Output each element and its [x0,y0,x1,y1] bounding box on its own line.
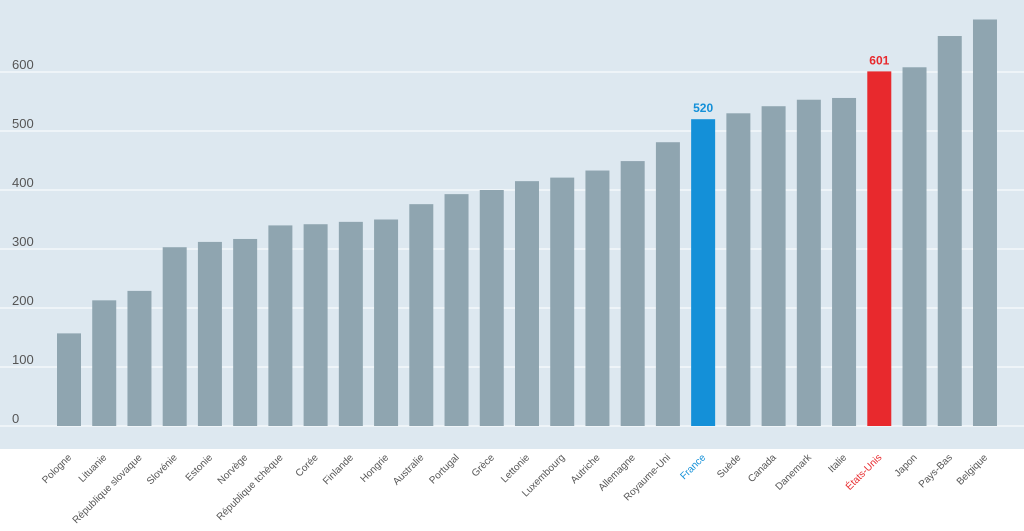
bar-finlande [338,221,363,426]
x-tick-label: Hongrie [359,452,392,485]
y-axis-ticks: 0 100 200 300 400 500 600 [12,57,34,426]
x-tick-label: Portugal [428,452,462,486]
x-tick-label: Australie [391,452,427,488]
bar-belgique [972,19,997,427]
y-tick-label: 600 [12,57,34,72]
y-tick-label: 500 [12,116,34,131]
bar-lituanie [92,300,117,426]
x-tick-label: France [678,452,708,482]
x-tick-label: États-Unis [843,451,885,493]
y-tick-label: 0 [12,411,19,426]
bar-grece [479,190,504,426]
x-tick-label: Lituanie [77,452,110,485]
bar-royaume-uni [655,142,680,426]
x-tick-label: Corée [294,452,321,479]
x-tick-label: Autriche [569,452,603,486]
bar-slovenie [162,247,187,426]
bars [57,19,997,427]
bar-republique-tcheque [268,225,293,426]
bar-allemagne [620,161,645,426]
bar-portugal [444,194,469,426]
bar-canada [761,106,786,426]
value-labels: 520 601 [693,53,889,115]
x-tick-label: Japon [893,452,920,479]
bar-danemark [796,99,821,426]
x-tick-label: Pays-Bas [917,452,955,490]
bar-coree [303,224,328,426]
x-tick-label: Grèce [470,452,497,479]
bar-luxembourg [550,177,575,426]
bar-autriche [585,170,610,426]
bar-republique-slovaque [127,290,152,426]
x-tick-label: Suède [715,452,744,481]
data-label: 520 [693,101,713,115]
x-tick-label: Norvège [216,452,251,487]
y-tick-label: 300 [12,234,34,249]
y-tick-label: 200 [12,293,34,308]
x-tick-label: Estonie [184,452,216,484]
bar-pologne [57,333,81,426]
x-tick-label: Pologne [40,452,74,486]
bar-japon [902,67,927,426]
bar-norvege [233,238,258,426]
bar-australie [409,204,434,426]
x-tick-label: Danemark [774,452,815,493]
x-tick-label: République slovaque [71,452,145,526]
y-tick-label: 100 [12,352,34,367]
bar-pays-bas [937,36,962,426]
x-tick-label: Slovénie [145,452,180,487]
x-tick-label: République tchèque [215,452,286,523]
bar-estonie [197,241,222,426]
bar-italie [832,97,857,427]
bar-hongrie [374,219,399,426]
bar-france [691,119,716,426]
bar-etats-unis [867,71,892,426]
bar-lettonie [514,181,539,426]
bar-suede [726,113,751,427]
x-tick-label: Finlande [321,452,356,487]
y-tick-label: 400 [12,175,34,190]
x-tick-label: Belgique [955,452,991,488]
data-label: 601 [869,53,889,67]
x-tick-label: Italie [826,452,849,475]
x-tick-label: Canada [746,452,779,485]
x-tick-label: Lettonie [499,452,532,485]
